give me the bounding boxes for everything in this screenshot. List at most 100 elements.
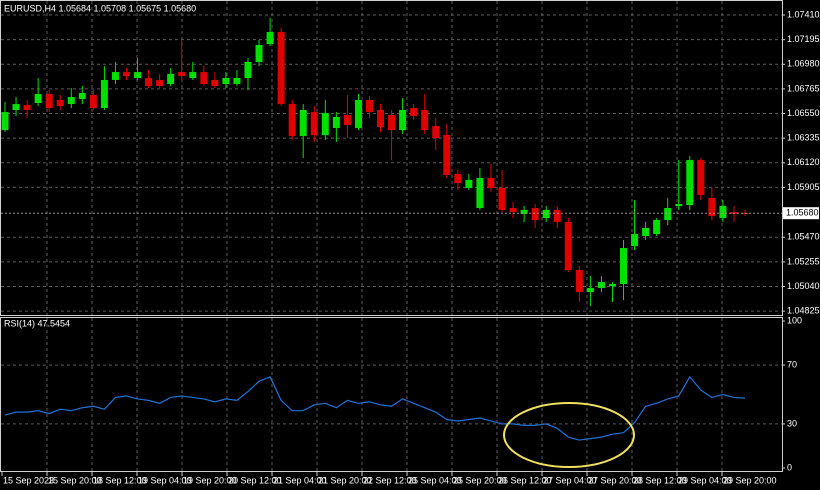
candle-body bbox=[553, 209, 561, 223]
rsi-panel-frame bbox=[0, 317, 783, 472]
x-tick-label: 29 Sep 20:00 bbox=[723, 475, 777, 485]
y-tick-label: 1.07410 bbox=[787, 9, 820, 19]
candle-body bbox=[310, 112, 318, 136]
candle-body bbox=[597, 282, 605, 288]
candle-body bbox=[266, 31, 274, 45]
chart-title: EURUSD,H4 1.05684 1.05708 1.05675 1.0568… bbox=[4, 3, 196, 13]
price-panel-frame bbox=[0, 0, 783, 316]
candle-body bbox=[145, 78, 153, 87]
candle-body bbox=[421, 109, 429, 131]
candle-body bbox=[531, 208, 539, 221]
x-tick-label: 21 Sep 20:00 bbox=[318, 475, 372, 485]
y-tick-label: 0 bbox=[787, 462, 792, 472]
candle-body bbox=[520, 209, 528, 214]
candle-body bbox=[675, 204, 683, 206]
candle-body bbox=[365, 100, 373, 113]
candle-body bbox=[277, 31, 285, 105]
candle-body bbox=[377, 109, 385, 128]
y-tick-label: 1.06550 bbox=[787, 108, 820, 118]
x-tick-label: 21 Sep 04:00 bbox=[273, 475, 327, 485]
candle-body bbox=[78, 93, 86, 99]
y-tick-label: 70 bbox=[787, 359, 797, 369]
candle-body bbox=[697, 160, 705, 195]
candle-body bbox=[487, 178, 495, 188]
candle-body bbox=[255, 45, 263, 62]
candle-body bbox=[399, 109, 407, 131]
candle-body bbox=[432, 126, 440, 139]
y-tick-label: 100 bbox=[787, 315, 802, 325]
candle-body bbox=[410, 108, 418, 117]
y-tick-label: 1.05905 bbox=[787, 182, 820, 192]
candle-body bbox=[111, 72, 119, 80]
candle-body bbox=[575, 270, 583, 293]
candle-body bbox=[1, 112, 9, 131]
candle-body bbox=[354, 100, 362, 128]
x-tick-label: 20 Sep 12:00 bbox=[228, 475, 282, 485]
candle-body bbox=[476, 178, 484, 209]
y-tick-label: 1.07195 bbox=[787, 34, 820, 44]
candle-body bbox=[299, 109, 307, 136]
candle-body bbox=[631, 234, 639, 247]
candle-body bbox=[189, 72, 197, 79]
candle-body bbox=[564, 222, 572, 271]
current-price-label: 1.05680 bbox=[786, 208, 819, 218]
candle-body bbox=[642, 227, 650, 236]
candle-body bbox=[244, 61, 252, 79]
x-tick-label: 25 Sep 20:00 bbox=[453, 475, 507, 485]
candle-body bbox=[388, 115, 396, 131]
x-tick-label: 29 Sep 04:00 bbox=[678, 475, 732, 485]
highlight-ellipse bbox=[503, 402, 635, 468]
candle-body bbox=[664, 208, 672, 221]
candle-body bbox=[332, 116, 340, 128]
candle-body bbox=[156, 79, 164, 87]
y-tick-label: 1.05255 bbox=[787, 256, 820, 266]
y-tick-label: 1.05040 bbox=[787, 281, 820, 291]
candle-body bbox=[89, 94, 97, 109]
candle-body bbox=[45, 94, 53, 109]
y-tick-label: 1.06765 bbox=[787, 83, 820, 93]
y-tick-label: 1.06335 bbox=[787, 133, 820, 143]
candle-body bbox=[586, 287, 594, 293]
x-tick-label: 15 Sep 2023 bbox=[3, 475, 54, 485]
x-tick-label: 15 Sep 20:00 bbox=[48, 475, 102, 485]
candle-body bbox=[653, 220, 661, 235]
y-tick-label: 1.06120 bbox=[787, 157, 820, 167]
y-tick-label: 1.04825 bbox=[787, 306, 820, 316]
candle-body bbox=[167, 74, 175, 84]
candle-body bbox=[122, 72, 130, 76]
candle-body bbox=[719, 205, 727, 219]
x-tick-label: 27 Sep 04:00 bbox=[543, 475, 597, 485]
candle-body bbox=[134, 72, 142, 79]
candle-body bbox=[56, 100, 64, 106]
x-tick-label: 19 Sep 04:00 bbox=[138, 475, 192, 485]
x-tick-label: 18 Sep 12:00 bbox=[93, 475, 147, 485]
rsi-line bbox=[4, 375, 746, 441]
candle-body bbox=[67, 97, 75, 105]
x-tick-label: 28 Sep 12:00 bbox=[633, 475, 687, 485]
y-tick-label: 30 bbox=[787, 418, 797, 428]
candle-body bbox=[443, 135, 451, 176]
x-tick-label: 27 Sep 20:00 bbox=[588, 475, 642, 485]
candle-body bbox=[454, 174, 462, 184]
current-price-box bbox=[783, 207, 819, 220]
candle-body bbox=[608, 283, 616, 287]
candle-body bbox=[620, 248, 628, 284]
y-tick-label: 1.05470 bbox=[787, 232, 820, 242]
x-tick-label: 19 Sep 20:00 bbox=[183, 475, 237, 485]
candle-body bbox=[34, 94, 42, 104]
candle-body bbox=[200, 72, 208, 84]
candle-body bbox=[708, 198, 716, 217]
candle-body bbox=[222, 78, 230, 84]
candle-body bbox=[211, 79, 219, 87]
candle-body bbox=[178, 72, 186, 76]
candle-body bbox=[465, 179, 473, 188]
x-tick-label: 25 Sep 04:00 bbox=[408, 475, 462, 485]
candle-body bbox=[100, 79, 108, 109]
rsi-title: RSI(14) 47.5454 bbox=[4, 318, 70, 328]
candle-body bbox=[233, 78, 241, 84]
candle-body bbox=[343, 115, 351, 125]
candle-body bbox=[509, 208, 517, 213]
x-tick-label: 22 Sep 12:00 bbox=[363, 475, 417, 485]
candle-body bbox=[498, 187, 506, 210]
